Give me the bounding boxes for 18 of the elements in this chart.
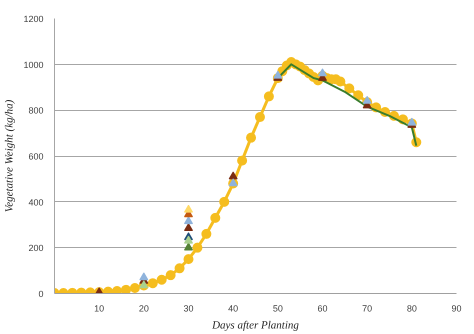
y-tick-label: 1000 (23, 60, 44, 70)
y-tick-label: 800 (28, 106, 44, 116)
y-tick-label: 600 (28, 152, 44, 162)
x-tick-label: 70 (362, 304, 372, 314)
y-axis-title: Vegetative Weight (kg/ha) (3, 99, 16, 212)
y-tick-label: 200 (28, 243, 44, 254)
x-tick-label: 80 (406, 304, 417, 314)
x-tick-label: 10 (94, 304, 104, 314)
y-tick-label: 1200 (23, 14, 44, 24)
y-tick-label: 0 (38, 289, 44, 299)
x-tick-label: 50 (272, 304, 283, 314)
x-tick-label: 90 (451, 304, 462, 314)
x-tick-label: 20 (138, 304, 149, 314)
y-tick-label: 400 (28, 197, 44, 208)
x-tick-label: 60 (317, 304, 328, 314)
x-tick-label: 30 (183, 304, 194, 314)
x-axis-title: Days after Planting (211, 320, 300, 332)
x-tick-label: 40 (228, 304, 238, 314)
